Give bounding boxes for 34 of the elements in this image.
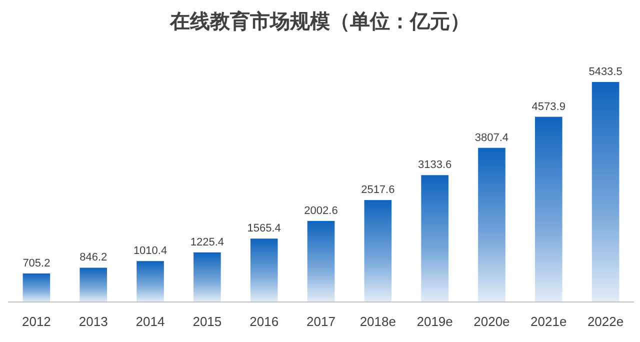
data-label: 2517.6 [361,184,395,196]
bar [250,238,278,302]
x-tick-label: 2013 [78,314,108,329]
bar [421,175,448,302]
bar [22,273,50,302]
x-tick-label: 2012 [22,314,51,329]
x-tick-label: 2020e [474,314,510,329]
bar [136,261,164,302]
x-tick-label: 2018e [360,314,396,329]
x-tick-label: 2017 [306,314,336,329]
data-label: 1565.4 [247,222,281,235]
data-label: 1010.4 [133,245,168,258]
data-label: 3807.4 [474,132,509,144]
bar [534,116,562,302]
data-label: 3133.6 [418,159,452,172]
x-tick-label: 2015 [192,314,222,329]
bar [194,252,221,302]
bar [364,200,392,302]
x-tick-label: 2022e [587,314,624,329]
x-tick-label: 2016 [250,314,279,329]
data-label: 4573.9 [532,100,566,113]
bar [478,148,506,302]
x-tick-label: 2021e [530,314,567,329]
data-label: 846.2 [80,252,108,264]
x-tick-label: 2019e [416,314,453,329]
chart-title: 在线教育市场规模（单位：亿元） [169,9,470,33]
data-label: 2002.6 [304,204,338,217]
bar [307,220,335,302]
bar [80,268,108,302]
x-tick-label: 2014 [136,314,165,329]
data-label: 705.2 [22,257,50,270]
data-label: 5433.5 [588,66,622,78]
data-label: 1225.4 [190,236,224,248]
bar [592,82,620,302]
